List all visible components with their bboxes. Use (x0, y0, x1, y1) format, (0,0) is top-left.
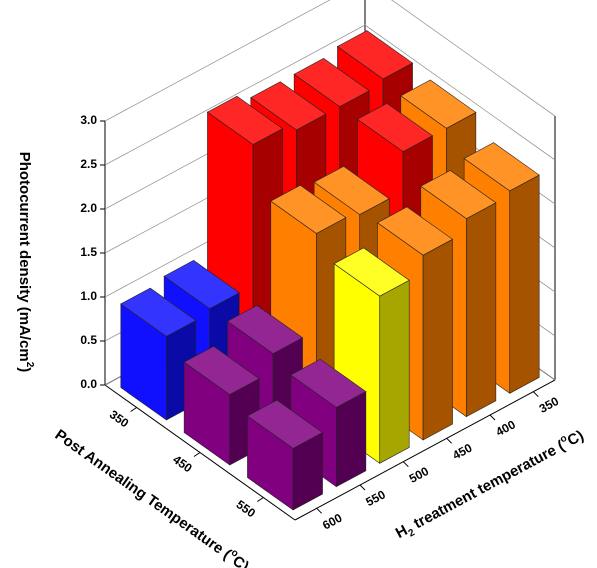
category-tick (489, 414, 496, 421)
z-axis-title-part: Photocurrent density (mA/cm (16, 152, 33, 362)
bars (120, 30, 540, 511)
row-tick-label: 550 (234, 497, 259, 520)
bar-top-face (250, 81, 327, 131)
category-axis-title: H2 treatment temperature (oC) (392, 425, 588, 544)
z-axis-title: Photocurrent density (mA/cm2) (16, 152, 35, 373)
bar-right-face (379, 279, 410, 464)
category-axis-title-part: C) (565, 427, 587, 449)
bar-top-face (420, 170, 497, 219)
z-tick-label: 2.0 (80, 201, 97, 215)
bar-top-face (120, 287, 197, 337)
bar-top-face (290, 358, 367, 408)
category-tick-label: 350 (537, 394, 562, 416)
bar (120, 287, 197, 421)
bar-top-face (333, 247, 410, 297)
category-tick (359, 484, 366, 491)
row-tick-label: 450 (170, 452, 195, 475)
bar-top-face (246, 399, 324, 449)
bar-right-face (422, 238, 453, 441)
bar-top-face (400, 79, 477, 129)
category-tick-label: 600 (320, 511, 345, 533)
row-tick (193, 452, 201, 457)
z-tick-label: 2.5 (80, 157, 97, 171)
category-tick-label: 500 (407, 464, 432, 486)
category-tick (402, 461, 409, 468)
bar-top-face (313, 165, 390, 215)
bar-top-face (293, 58, 370, 107)
row-axis-title-part: o (229, 547, 240, 560)
bar-top-face (376, 206, 454, 256)
bar-right-face (466, 202, 497, 418)
z-tick-label: 1.0 (80, 289, 97, 303)
bar-right-face (509, 174, 540, 394)
row-tick (257, 497, 264, 502)
z-axis-title-part: 2 (24, 362, 35, 368)
grid-line (104, 0, 556, 122)
bar-top-face (183, 345, 260, 395)
z-tick-label: 3.0 (80, 113, 97, 127)
category-axis-title-part: treatment temperature ( (407, 437, 567, 534)
bar-top-face (463, 142, 540, 192)
z-tick-label: 0.5 (80, 333, 97, 347)
category-tick-label: 400 (493, 417, 518, 439)
category-tick (446, 437, 453, 444)
z-tick-label: 0.0 (80, 377, 97, 391)
row-tick (130, 407, 137, 412)
category-tick-label: 550 (363, 487, 388, 509)
bar-top-face (336, 30, 414, 80)
bar-top-face (356, 103, 434, 152)
category-tick (532, 391, 539, 398)
z-axis-title-part: ) (16, 367, 33, 372)
bar-right-face (336, 391, 367, 488)
category-axis-title-part: 2 (407, 527, 417, 540)
bar-top-face (270, 184, 347, 234)
category-tick (316, 507, 323, 514)
category-axis-title-part: o (558, 433, 569, 446)
bar-top-face (163, 260, 240, 309)
row-tick-label: 350 (107, 407, 132, 430)
category-tick-label: 450 (450, 441, 475, 463)
bar-top-face (206, 95, 284, 145)
axis-line (294, 379, 556, 521)
grid-line (104, 24, 556, 166)
bar (246, 399, 324, 511)
bar-top-face (226, 305, 304, 354)
z-tick-label: 1.5 (80, 245, 97, 259)
